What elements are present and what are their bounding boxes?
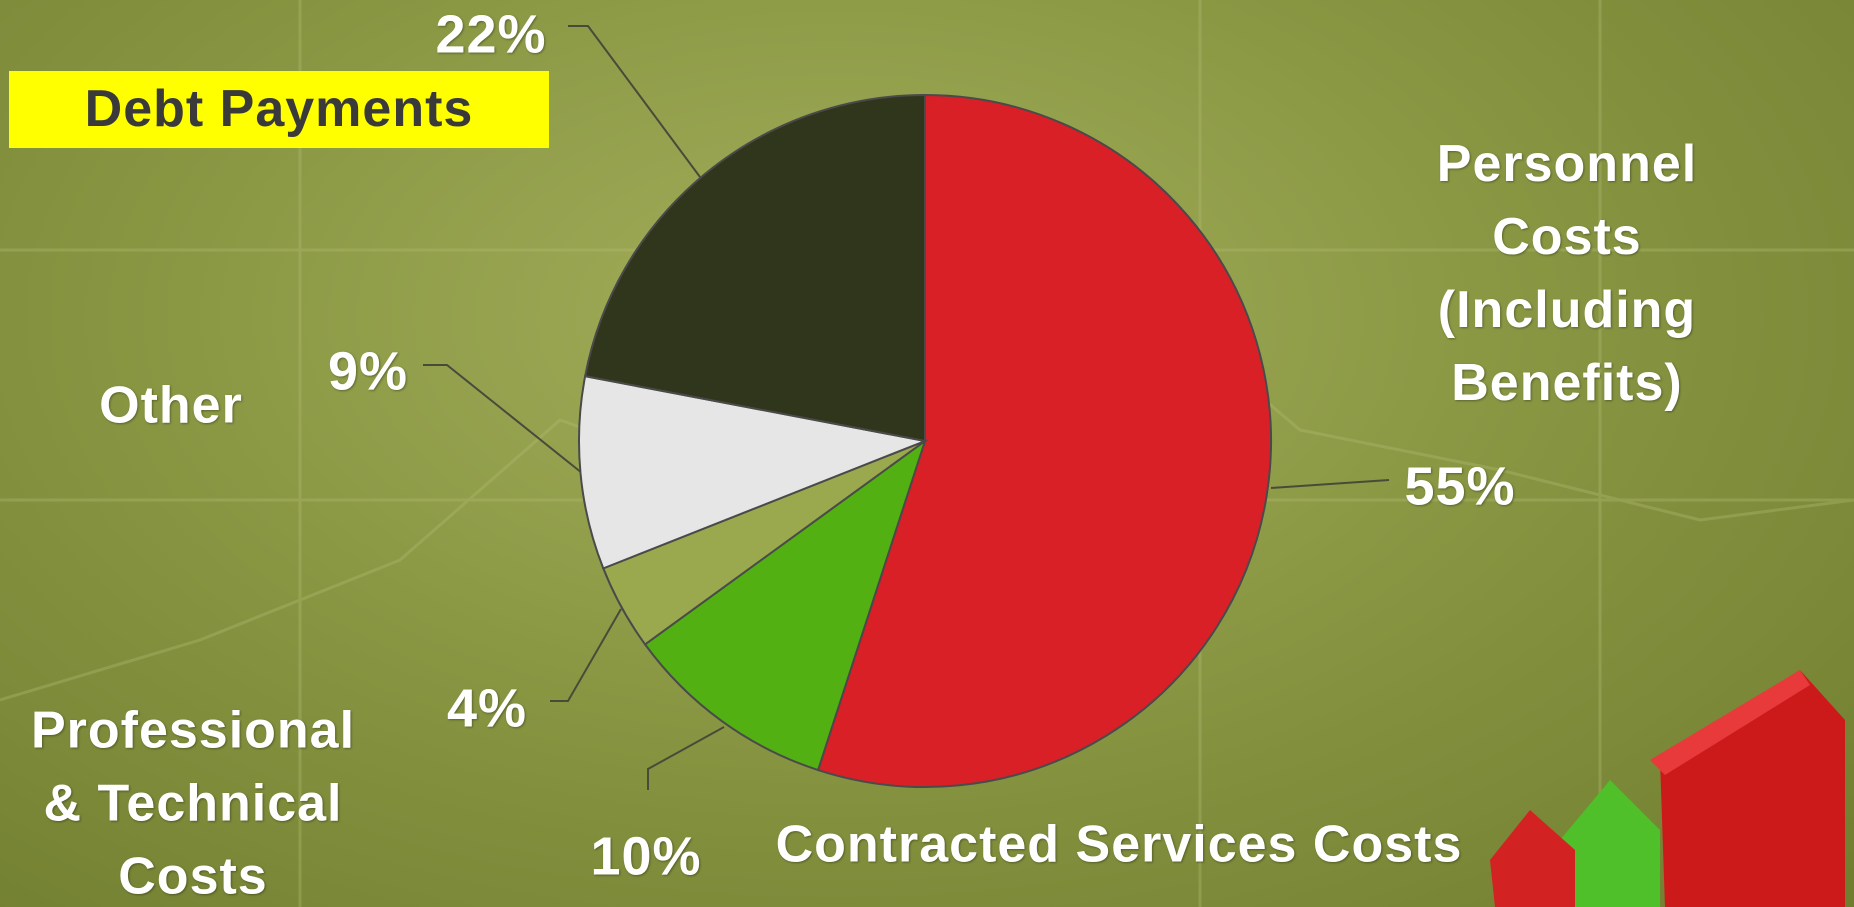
category-label: Professional & Technical Costs: [31, 695, 355, 907]
houses-icon: [1490, 670, 1845, 907]
slide: Debt Payments Personnel Costs (Including…: [0, 0, 1854, 907]
pie: [579, 95, 1271, 787]
value-label: 55%: [1404, 451, 1515, 524]
category-label: Contracted Services Costs: [776, 809, 1463, 882]
value-label: 10%: [590, 821, 701, 894]
category-label: Other: [99, 370, 243, 443]
category-label: Personnel Costs (Including Benefits): [1424, 128, 1711, 420]
highlight-box: Debt Payments: [9, 71, 549, 148]
value-label: 4%: [447, 673, 527, 746]
value-label: 22%: [435, 0, 546, 72]
value-label: 9%: [328, 336, 408, 409]
